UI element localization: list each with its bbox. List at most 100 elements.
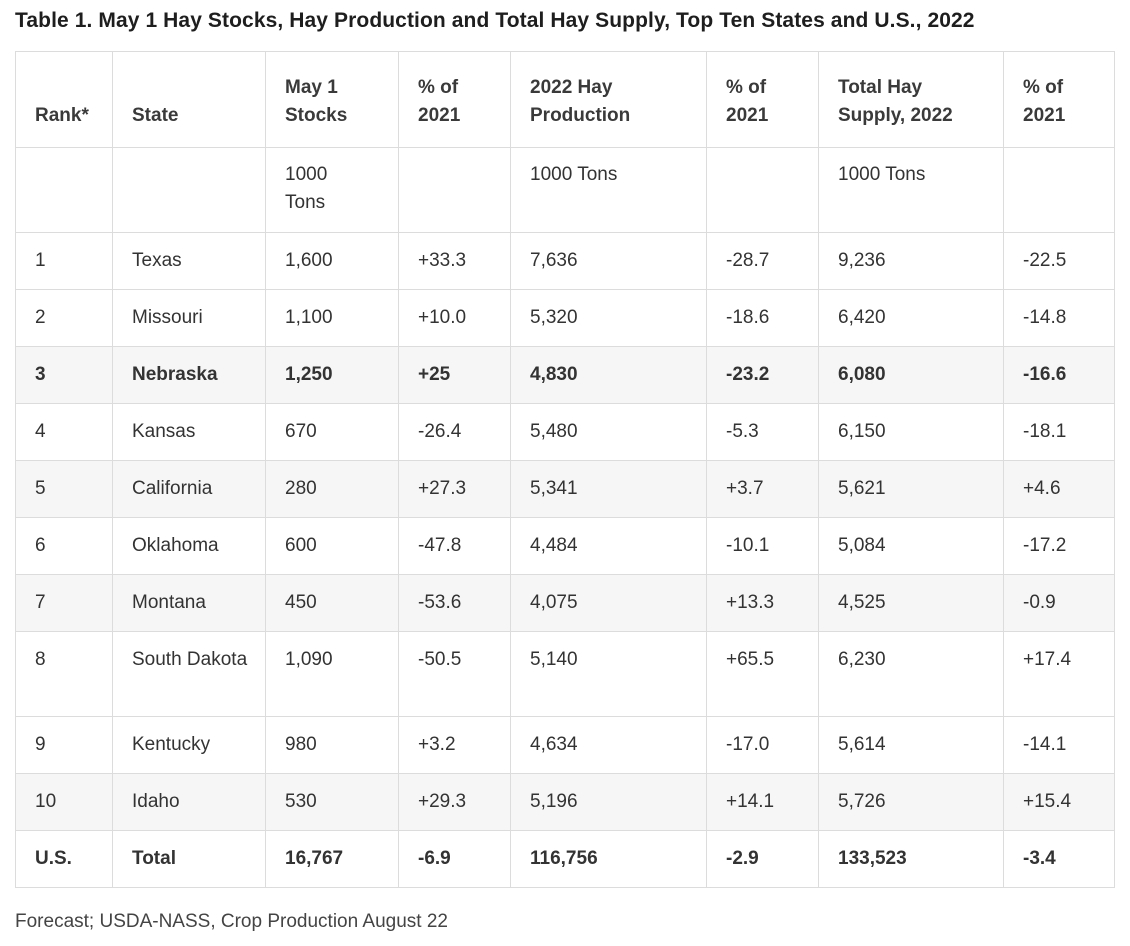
production-cell: 5,480 (510, 403, 707, 461)
units-cell (112, 147, 266, 233)
units-cell (706, 147, 819, 233)
stocks-pct-cell: +10.0 (398, 289, 511, 347)
header-total-supply: Total Hay Supply, 2022 (818, 51, 1004, 148)
stocks-pct-cell: -53.6 (398, 574, 511, 632)
production-cell: 5,140 (510, 631, 707, 717)
stocks-cell: 1,100 (265, 289, 399, 347)
state-cell: Missouri (112, 289, 266, 347)
supply-pct-cell: -22.5 (1003, 232, 1115, 290)
header-rank: Rank* (15, 51, 113, 148)
table-row: 4 Kansas 670 -26.4 5,480 -5.3 6,150 -18.… (15, 403, 1115, 461)
stocks-cell: 600 (265, 517, 399, 575)
header-stocks-pct: % of 2021 (398, 51, 511, 148)
units-row: 1000 Tons 1000 Tons 1000 Tons (15, 147, 1115, 233)
supply-pct-cell: -14.1 (1003, 716, 1115, 774)
production-cell: 4,075 (510, 574, 707, 632)
table-row-highlighted: 3 Nebraska 1,250 +25 4,830 -23.2 6,080 -… (15, 346, 1115, 404)
stocks-pct-cell: +3.2 (398, 716, 511, 774)
table-row: 9 Kentucky 980 +3.2 4,634 -17.0 5,614 -1… (15, 716, 1115, 774)
stocks-pct-cell: +33.3 (398, 232, 511, 290)
units-cell (398, 147, 511, 233)
production-cell: 4,484 (510, 517, 707, 575)
production-cell: 116,756 (510, 830, 707, 888)
units-cell (15, 147, 113, 233)
stocks-cell: 530 (265, 773, 399, 831)
units-cell (1003, 147, 1115, 233)
supply-cell: 6,420 (818, 289, 1004, 347)
stocks-cell: 450 (265, 574, 399, 632)
units-cell: 1000 Tons (510, 147, 707, 233)
rank-cell: U.S. (15, 830, 113, 888)
state-cell: Montana (112, 574, 266, 632)
supply-pct-cell: -14.8 (1003, 289, 1115, 347)
supply-pct-cell: -3.4 (1003, 830, 1115, 888)
production-pct-cell: -2.9 (706, 830, 819, 888)
units-cell: 1000 Tons (818, 147, 1004, 233)
table-row: 7 Montana 450 -53.6 4,075 +13.3 4,525 -0… (15, 574, 1115, 632)
state-cell: Idaho (112, 773, 266, 831)
header-production-pct: % of 2021 (706, 51, 819, 148)
table-row: 2 Missouri 1,100 +10.0 5,320 -18.6 6,420… (15, 289, 1115, 347)
production-pct-cell: -18.6 (706, 289, 819, 347)
production-pct-cell: +3.7 (706, 460, 819, 518)
stocks-pct-cell: +29.3 (398, 773, 511, 831)
supply-cell: 4,525 (818, 574, 1004, 632)
production-pct-cell: -10.1 (706, 517, 819, 575)
rank-cell: 5 (15, 460, 113, 518)
state-cell: Nebraska (112, 346, 266, 404)
supply-pct-cell: -17.2 (1003, 517, 1115, 575)
state-cell: Texas (112, 232, 266, 290)
rank-cell: 1 (15, 232, 113, 290)
rank-cell: 10 (15, 773, 113, 831)
supply-cell: 5,084 (818, 517, 1004, 575)
table-row: 1 Texas 1,600 +33.3 7,636 -28.7 9,236 -2… (15, 232, 1115, 290)
stocks-pct-cell: -6.9 (398, 830, 511, 888)
production-cell: 5,320 (510, 289, 707, 347)
state-cell: Kansas (112, 403, 266, 461)
rank-cell: 8 (15, 631, 113, 717)
total-row: U.S. Total 16,767 -6.9 116,756 -2.9 133,… (15, 830, 1115, 888)
table-title: Table 1. May 1 Hay Stocks, Hay Productio… (15, 9, 975, 32)
stocks-cell: 980 (265, 716, 399, 774)
supply-pct-cell: +4.6 (1003, 460, 1115, 518)
state-cell: South Dakota (112, 631, 266, 717)
rank-cell: 3 (15, 346, 113, 404)
rank-cell: 9 (15, 716, 113, 774)
production-cell: 4,830 (510, 346, 707, 404)
supply-cell: 133,523 (818, 830, 1004, 888)
supply-cell: 6,230 (818, 631, 1004, 717)
stocks-pct-cell: -47.8 (398, 517, 511, 575)
production-pct-cell: +65.5 (706, 631, 819, 717)
supply-cell: 9,236 (818, 232, 1004, 290)
supply-cell: 6,080 (818, 346, 1004, 404)
production-pct-cell: +13.3 (706, 574, 819, 632)
stocks-cell: 1,090 (265, 631, 399, 717)
header-production: 2022 Hay Production (510, 51, 707, 148)
table-row: 10 Idaho 530 +29.3 5,196 +14.1 5,726 +15… (15, 773, 1115, 831)
source-footnote: Forecast; USDA-NASS, Crop Production Aug… (15, 911, 448, 932)
production-cell: 7,636 (510, 232, 707, 290)
rank-cell: 7 (15, 574, 113, 632)
header-supply-pct: % of 2021 (1003, 51, 1115, 148)
production-pct-cell: -17.0 (706, 716, 819, 774)
production-cell: 5,196 (510, 773, 707, 831)
state-cell: Kentucky (112, 716, 266, 774)
production-pct-cell: +14.1 (706, 773, 819, 831)
header-state: State (112, 51, 266, 148)
rank-cell: 2 (15, 289, 113, 347)
table-row: 8 South Dakota 1,090 -50.5 5,140 +65.5 6… (15, 631, 1115, 717)
supply-cell: 5,726 (818, 773, 1004, 831)
supply-pct-cell: -16.6 (1003, 346, 1115, 404)
stocks-pct-cell: -26.4 (398, 403, 511, 461)
stocks-pct-cell: -50.5 (398, 631, 511, 717)
supply-pct-cell: +15.4 (1003, 773, 1115, 831)
table-row: 5 California 280 +27.3 5,341 +3.7 5,621 … (15, 460, 1115, 518)
supply-cell: 5,621 (818, 460, 1004, 518)
units-cell: 1000 Tons (265, 147, 399, 233)
state-cell: California (112, 460, 266, 518)
state-cell: Total (112, 830, 266, 888)
table-row: 6 Oklahoma 600 -47.8 4,484 -10.1 5,084 -… (15, 517, 1115, 575)
state-cell: Oklahoma (112, 517, 266, 575)
stocks-cell: 1,250 (265, 346, 399, 404)
stocks-cell: 16,767 (265, 830, 399, 888)
